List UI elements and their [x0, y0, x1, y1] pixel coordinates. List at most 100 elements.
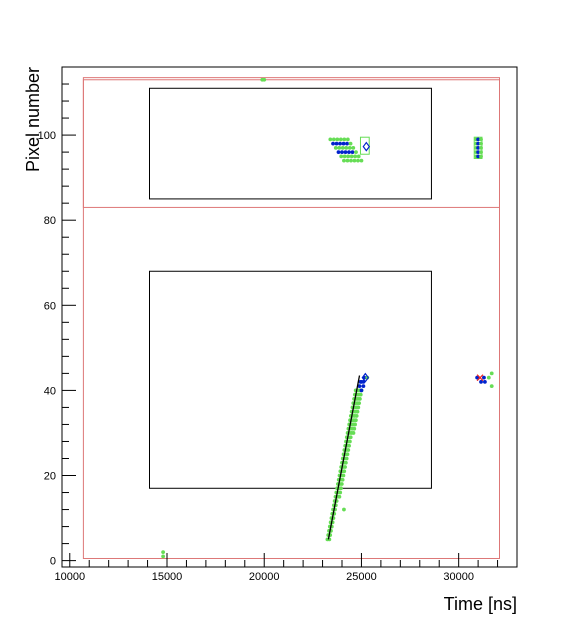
hit-point-blue: [341, 141, 346, 146]
hit-point-green: [353, 418, 358, 423]
hit-point-green: [347, 145, 352, 150]
centroid-marker: [361, 372, 370, 383]
track-fit-line: [327, 375, 361, 540]
hit-point-blue: [475, 375, 480, 380]
hit-point-green: [353, 154, 358, 159]
hit-point-green: [340, 145, 345, 150]
hit-point-blue: [343, 150, 348, 155]
region-box-outer: [82, 79, 500, 559]
hit-point-green: [345, 452, 350, 457]
hit-point-green: [352, 426, 357, 431]
hit-point-green: [357, 401, 362, 406]
axes-layer: 10000 15000 20000 25000 30000 0 20 40 60 80 100: [38, 83, 499, 583]
hit-point-green: [161, 550, 166, 555]
region-box-inner: [149, 270, 432, 489]
hit-point-green: [354, 414, 359, 418]
hit-point-blue: [331, 141, 335, 146]
hit-point-blue: [347, 150, 351, 155]
hit-point-green: [341, 473, 346, 478]
hit-point-green: [337, 145, 342, 150]
hit-point-blue: [476, 154, 481, 159]
region-box-inner: [149, 87, 432, 200]
hit-point-green: [338, 137, 343, 142]
plot-frame: [61, 66, 518, 568]
y-tick-label: 0: [50, 556, 56, 568]
hit-point-green: [335, 137, 340, 142]
hit-point-green: [349, 154, 354, 159]
hit-point-green: [344, 456, 349, 461]
x-tick-label: 15000: [152, 571, 183, 583]
hit-point-green: [161, 554, 166, 559]
hit-point-green: [358, 397, 362, 401]
fit-line-layer: [327, 375, 361, 540]
cluster-box: [359, 136, 370, 155]
cross-marker: [476, 374, 484, 382]
y-axis-title: Pixel number: [23, 67, 43, 172]
hit-point-green: [347, 439, 352, 444]
hit-point-blue: [483, 379, 487, 384]
hit-point-green: [348, 141, 353, 146]
cluster-boxes-layer: [359, 136, 483, 159]
hit-point-green: [342, 469, 347, 474]
hit-point-blue: [358, 379, 363, 384]
centroid-marker: [362, 141, 371, 152]
hit-point-green: [479, 137, 483, 142]
hit-point-blue: [476, 141, 481, 146]
hit-point-blue: [334, 141, 339, 146]
hit-point-blue: [350, 150, 355, 155]
hit-point-green: [333, 145, 338, 150]
hit-point-green: [351, 145, 356, 150]
hit-point-blue: [359, 388, 364, 393]
hit-point-green: [356, 405, 361, 410]
hit-point-blue: [357, 384, 362, 389]
hit-point-green: [359, 158, 364, 163]
y-tick-label: 20: [44, 471, 56, 483]
hit-point-green: [338, 490, 343, 495]
x-tick-label: 25000: [346, 571, 377, 583]
hit-point-green: [353, 422, 357, 427]
hit-point-green: [346, 448, 351, 452]
hit-point-green: [328, 137, 333, 142]
hit-point-blue: [479, 379, 483, 384]
hit-point-green: [354, 150, 358, 155]
hit-point-green: [351, 431, 356, 435]
hit-point-green: [337, 494, 342, 499]
region-box-outer: [82, 77, 500, 208]
hit-point-green: [331, 137, 336, 142]
hit-point-green: [344, 145, 349, 150]
hit-point-blue: [336, 150, 341, 155]
hit-point-green: [342, 154, 347, 159]
hit-point-green: [342, 137, 347, 142]
x-tick-label: 10000: [54, 571, 85, 583]
x-tick-label: 20000: [249, 571, 280, 583]
x-axis-title: Time [ns]: [444, 594, 517, 614]
hit-point-green: [479, 141, 483, 146]
hit-point-green: [489, 371, 494, 376]
x-tick-label: 30000: [443, 571, 474, 583]
hit-point-blue: [345, 141, 349, 146]
markers-layer: [361, 141, 484, 383]
hit-point-green: [479, 150, 483, 155]
hit-point-blue: [476, 150, 481, 155]
hit-point-green: [349, 158, 353, 163]
hit-point-green: [343, 465, 347, 469]
hit-point-green: [345, 137, 350, 142]
hit-point-green: [340, 477, 345, 482]
y-tick-label: 80: [44, 215, 56, 227]
hit-point-blue: [476, 137, 481, 142]
hit-point-green: [486, 375, 491, 380]
y-tick-label: 60: [44, 300, 56, 312]
hit-point-green: [348, 435, 353, 440]
hit-point-blue: [476, 145, 481, 150]
hit-point-green: [347, 443, 351, 448]
hit-point-green: [358, 392, 363, 397]
hit-point-green: [355, 409, 360, 414]
hit-point-green: [339, 482, 344, 486]
hit-point-blue: [338, 141, 342, 146]
hit-point-green: [352, 158, 357, 163]
hit-point-green: [339, 154, 344, 159]
regions-layer: [82, 77, 500, 559]
points-layer: [161, 77, 494, 559]
hit-point-green: [346, 154, 351, 159]
